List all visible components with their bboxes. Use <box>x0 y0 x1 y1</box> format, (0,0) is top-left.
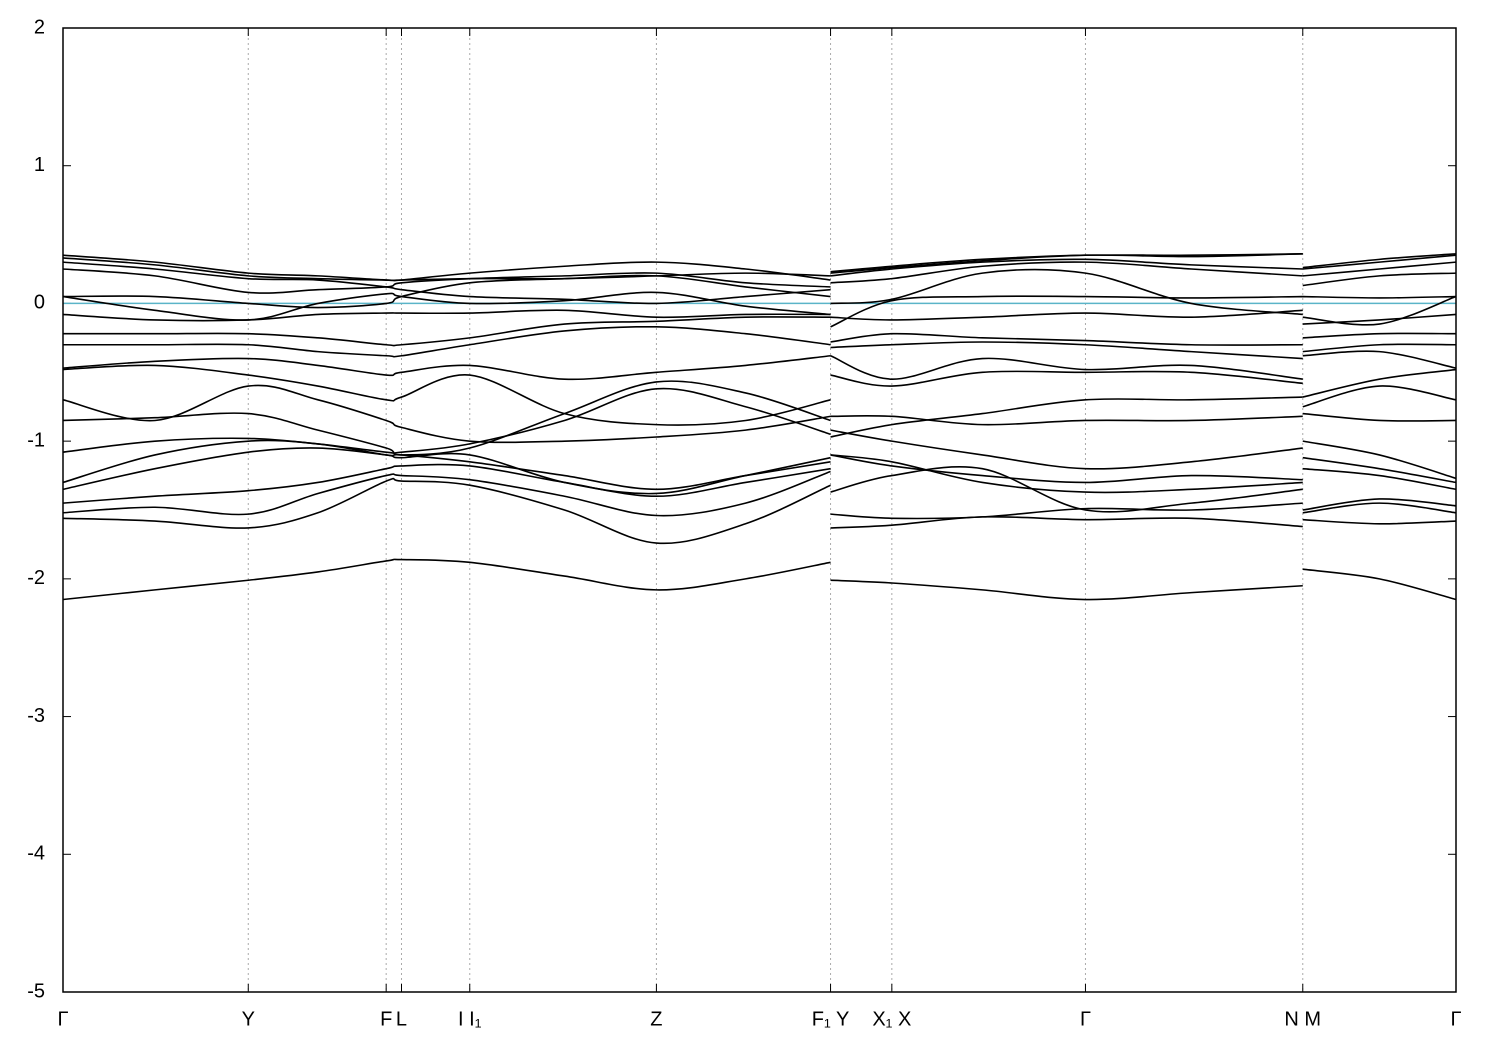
plot-frame <box>62 27 1457 993</box>
band-line <box>62 261 1457 294</box>
y-tick-label: 1 <box>34 154 45 176</box>
y-tick-label: -5 <box>27 980 45 1002</box>
x-tick-label: I I₁ <box>458 1008 482 1030</box>
band-line <box>62 463 1457 513</box>
band-line <box>62 309 1457 325</box>
band-line <box>62 268 1457 326</box>
y-tick-label: -3 <box>27 705 45 727</box>
band-line <box>62 439 1457 491</box>
y-tick-label: -4 <box>27 843 45 865</box>
x-tick-label: X₁ X <box>872 1008 911 1030</box>
band-line <box>62 258 1457 305</box>
band-line <box>62 291 1457 328</box>
band-line <box>62 384 1457 444</box>
band-line <box>62 477 1457 545</box>
y-tick-label: -2 <box>27 567 45 589</box>
x-tick-label: F₁ Y <box>812 1008 850 1030</box>
x-tick-label: Y <box>242 1008 255 1030</box>
x-tick-label: Z <box>650 1008 662 1030</box>
x-tick-label: L <box>396 1008 407 1030</box>
x-tick-label: Γ <box>1080 1008 1091 1030</box>
band-line <box>63 316 1457 347</box>
band-line <box>62 387 1457 480</box>
band-line <box>62 447 1457 495</box>
band-line <box>62 350 1457 381</box>
x-tick-label: Γ <box>1450 1008 1461 1030</box>
band-line <box>62 470 1457 520</box>
band-line <box>62 380 1457 456</box>
x-tick-label: N M <box>1284 1008 1321 1030</box>
band-line <box>62 253 1457 282</box>
x-tick-label: F <box>380 1008 392 1030</box>
band-line <box>62 558 1457 601</box>
y-tick-label: -1 <box>27 429 45 451</box>
band-line <box>62 364 1457 426</box>
x-tick-label: Γ <box>57 1008 68 1030</box>
band-line <box>63 325 1457 360</box>
y-tick-label: 2 <box>34 16 45 38</box>
y-tick-label: 0 <box>34 292 45 314</box>
